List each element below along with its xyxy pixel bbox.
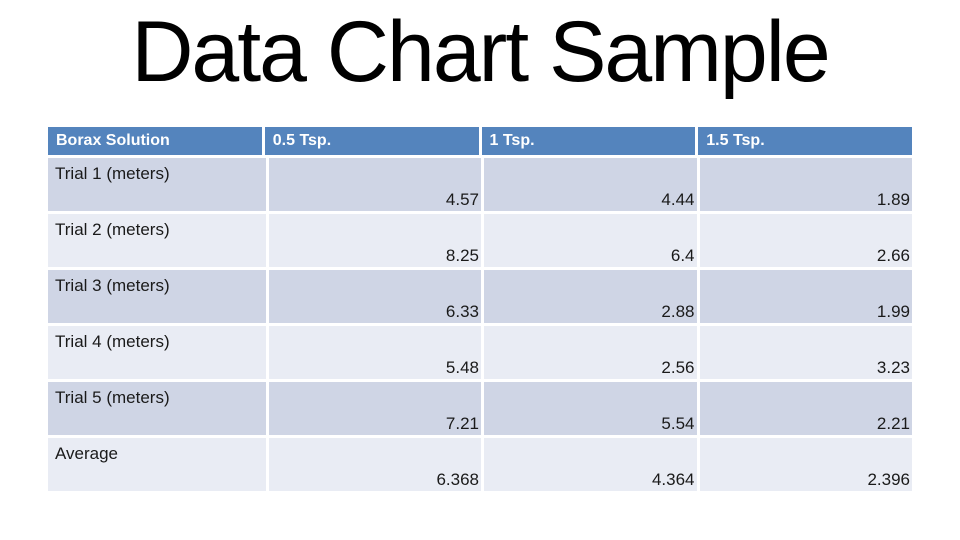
table-row-trial-2: Trial 2 (meters) 8.25 6.4 2.66 [48, 214, 912, 267]
table-cell: 1.99 [696, 270, 913, 323]
data-table: Borax Solution 0.5 Tsp. 1 Tsp. 1.5 Tsp. … [48, 127, 912, 491]
table-row-trial-5: Trial 5 (meters) 7.21 5.54 2.21 [48, 382, 912, 435]
table-header-row: Borax Solution 0.5 Tsp. 1 Tsp. 1.5 Tsp. [48, 127, 912, 155]
table-cell: 5.48 [265, 326, 482, 379]
column-header-1-5-tsp: 1.5 Tsp. [695, 127, 912, 155]
table-cell: 2.56 [481, 326, 697, 379]
table-cell: 4.57 [265, 158, 482, 211]
table-cell: 2.88 [481, 270, 697, 323]
table-cell: 4.364 [481, 438, 697, 491]
row-label: Average [55, 444, 119, 463]
table-cell: 6.33 [265, 270, 482, 323]
table-cell: 5.54 [481, 382, 697, 435]
column-header-0-5-tsp: 0.5 Tsp. [261, 127, 479, 155]
table-cell: 6.4 [481, 214, 697, 267]
table-cell: 7.21 [265, 382, 482, 435]
row-label: Trial 2 (meters) [55, 220, 170, 239]
table-cell: 3.23 [696, 326, 913, 379]
table-cell: 2.21 [696, 382, 913, 435]
column-header-borax-solution: Borax Solution [56, 132, 170, 149]
row-label: Trial 5 (meters) [55, 388, 170, 407]
table-row-trial-1: Trial 1 (meters) 4.57 4.44 1.89 [48, 158, 912, 211]
table-cell: 8.25 [265, 214, 482, 267]
table-row-trial-3: Trial 3 (meters) 6.33 2.88 1.99 [48, 270, 912, 323]
row-label: Trial 4 (meters) [55, 332, 170, 351]
table-row-average: Average 6.368 4.364 2.396 [48, 438, 912, 491]
table-cell: 4.44 [481, 158, 697, 211]
table-cell: 2.396 [696, 438, 913, 491]
table-cell: 1.89 [696, 158, 913, 211]
column-header-1-tsp: 1 Tsp. [478, 127, 696, 155]
table-row-trial-4: Trial 4 (meters) 5.48 2.56 3.23 [48, 326, 912, 379]
table-cell: 6.368 [265, 438, 482, 491]
row-label: Trial 3 (meters) [55, 276, 170, 295]
slide-title: Data Chart Sample [131, 4, 830, 100]
row-label: Trial 1 (meters) [55, 164, 170, 183]
table-cell: 2.66 [696, 214, 913, 267]
